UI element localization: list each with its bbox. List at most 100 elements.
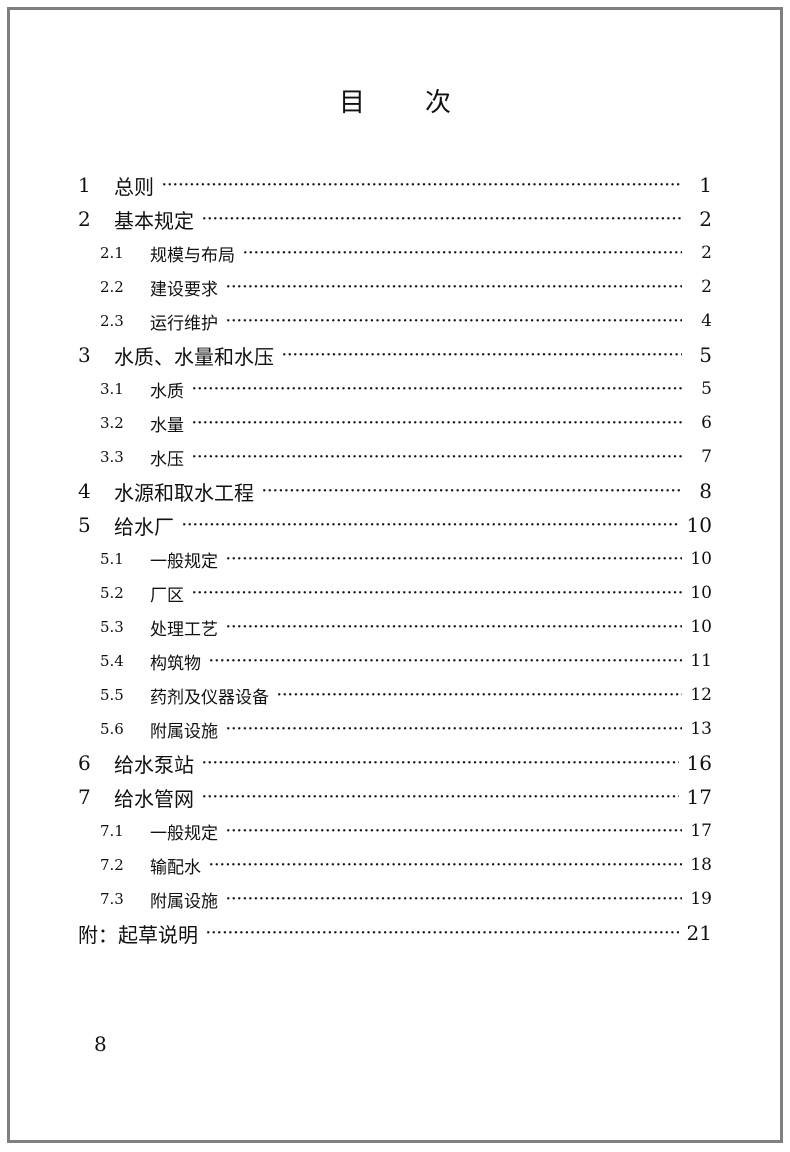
- toc-entry[interactable]: 2.2 建设要求 2: [78, 270, 712, 304]
- toc-entry-title: 附属设施: [150, 721, 218, 742]
- toc-entry[interactable]: 2.1 规模与布局 2: [78, 236, 712, 270]
- toc-entry-title: 厂区: [150, 585, 184, 606]
- dot-leader: [202, 757, 679, 770]
- dot-leader: [209, 859, 682, 872]
- toc-entry-page: 5: [699, 343, 712, 367]
- title-char: 目: [338, 88, 365, 118]
- dot-leader: [226, 281, 682, 294]
- toc-entry-title: 一般规定: [150, 551, 218, 572]
- toc-entry-number: 3.2: [100, 414, 124, 432]
- toc-entry[interactable]: 1 总则 1: [78, 168, 712, 202]
- dot-leader: [226, 553, 682, 566]
- dot-leader: [162, 179, 682, 192]
- toc-entry-number: 5.1: [100, 550, 124, 568]
- toc-entry-title: 水质、水量和水压: [114, 344, 274, 369]
- toc-entry[interactable]: 4 水源和取水工程 8: [78, 474, 712, 508]
- toc-entry[interactable]: 5 给水厂 10: [78, 508, 712, 542]
- toc-entry-page: 5: [701, 379, 712, 399]
- toc-entry-page: 17: [690, 821, 712, 841]
- dot-leader: [202, 791, 679, 804]
- toc-entry[interactable]: 5.2 厂区 10: [78, 576, 712, 610]
- toc-entry[interactable]: 7 给水管网 17: [78, 780, 712, 814]
- toc-entry-page: 19: [690, 889, 712, 909]
- page-border: [7, 7, 783, 1143]
- toc-entry-number: 5.2: [100, 584, 124, 602]
- toc-entry-number: 2.2: [100, 278, 124, 296]
- toc-entry[interactable]: 7.2 输配水 18: [78, 848, 712, 882]
- title-char: 次: [425, 88, 452, 118]
- toc-entry-number: 2.1: [100, 244, 124, 262]
- toc-entry-title: 建设要求: [150, 279, 218, 300]
- toc-entry-page: 2: [699, 207, 712, 231]
- toc-entry-page: 16: [686, 751, 712, 775]
- toc-entry-number: 7.2: [100, 856, 124, 874]
- dot-leader: [192, 587, 682, 600]
- toc-entry-page: 7: [701, 447, 712, 467]
- toc-entry-title: 附属设施: [150, 891, 218, 912]
- toc-entry-title: 一般规定: [150, 823, 218, 844]
- dot-leader: [226, 723, 682, 736]
- toc-entry-page: 17: [686, 785, 712, 809]
- toc-entry-number: 7.1: [100, 822, 124, 840]
- toc-entry-page: 2: [701, 243, 712, 263]
- dot-leader: [206, 927, 679, 940]
- toc-entry-number: 7.3: [100, 890, 124, 908]
- toc-entry-title: 药剂及仪器设备: [150, 687, 269, 708]
- toc-entry-title: 处理工艺: [150, 619, 218, 640]
- toc-entry[interactable]: 7.1 一般规定 17: [78, 814, 712, 848]
- toc-entry[interactable]: 3 水质、水量和水压 5: [78, 338, 712, 372]
- toc-entry-number: 3.1: [100, 380, 124, 398]
- toc-entry-page: 1: [699, 173, 712, 197]
- toc-entry-number: 7: [78, 785, 91, 809]
- toc-entry[interactable]: 5.5 药剂及仪器设备 12: [78, 678, 712, 712]
- toc-entry[interactable]: 5.3 处理工艺 10: [78, 610, 712, 644]
- toc-entry-page: 10: [690, 617, 712, 637]
- toc-entry-page: 10: [690, 583, 712, 603]
- toc-entry-number: 5.3: [100, 618, 124, 636]
- toc-entry-number: 5: [78, 513, 91, 537]
- toc-entry-number: 6: [78, 751, 91, 775]
- toc-entry[interactable]: 7.3 附属设施 19: [78, 882, 712, 916]
- toc-entry-title: 运行维护: [150, 313, 218, 334]
- toc-entry-title: 水源和取水工程: [114, 480, 254, 505]
- dot-leader: [226, 893, 682, 906]
- dot-leader: [277, 689, 682, 702]
- toc-entry-number: 4: [78, 479, 91, 503]
- toc-entry-number: 5.6: [100, 720, 124, 738]
- dot-leader: [209, 655, 682, 668]
- toc-entry-page: 10: [690, 549, 712, 569]
- dot-leader: [192, 417, 682, 430]
- dot-leader: [226, 315, 682, 328]
- toc-entry[interactable]: 5.4 构筑物 11: [78, 644, 712, 678]
- toc-entry[interactable]: 5.6 附属设施 13: [78, 712, 712, 746]
- toc-entry-title: 水量: [150, 415, 184, 436]
- toc-entry[interactable]: 2.3 运行维护 4: [78, 304, 712, 338]
- toc-entry-page: 2: [701, 277, 712, 297]
- toc-entry[interactable]: 5.1 一般规定 10: [78, 542, 712, 576]
- toc-entry-title: 给水泵站: [114, 752, 194, 777]
- dot-leader: [226, 621, 682, 634]
- toc-entry-page: 4: [701, 311, 712, 331]
- toc-entry[interactable]: 6 给水泵站 16: [78, 746, 712, 780]
- toc-entry-title: 水质: [150, 381, 184, 402]
- toc-entry[interactable]: 附：起草说明 21: [78, 916, 712, 950]
- toc-entry[interactable]: 3.1 水质 5: [78, 372, 712, 406]
- toc-entry-page: 11: [690, 651, 712, 671]
- toc-entry-title: 给水管网: [114, 786, 194, 811]
- toc-entry-title: 输配水: [150, 857, 201, 878]
- toc-entry-page: 8: [699, 479, 712, 503]
- dot-leader: [226, 825, 682, 838]
- toc-entry[interactable]: 3.2 水量 6: [78, 406, 712, 440]
- toc-entry-page: 12: [690, 685, 712, 705]
- toc-entry-number: 1: [78, 173, 91, 197]
- dot-leader: [243, 247, 682, 260]
- toc-entry-number: 2.3: [100, 312, 124, 330]
- page-title: 目次: [0, 82, 790, 119]
- table-of-contents: 1总则12基本规定22.1规模与布局22.2建设要求22.3运行维护43水质、水…: [78, 168, 712, 950]
- dot-leader: [182, 519, 679, 532]
- toc-entry[interactable]: 3.3 水压 7: [78, 440, 712, 474]
- toc-entry-number: 5.5: [100, 686, 124, 704]
- toc-entry[interactable]: 2 基本规定 2: [78, 202, 712, 236]
- dot-leader: [192, 451, 682, 464]
- page-number: 8: [94, 1032, 107, 1056]
